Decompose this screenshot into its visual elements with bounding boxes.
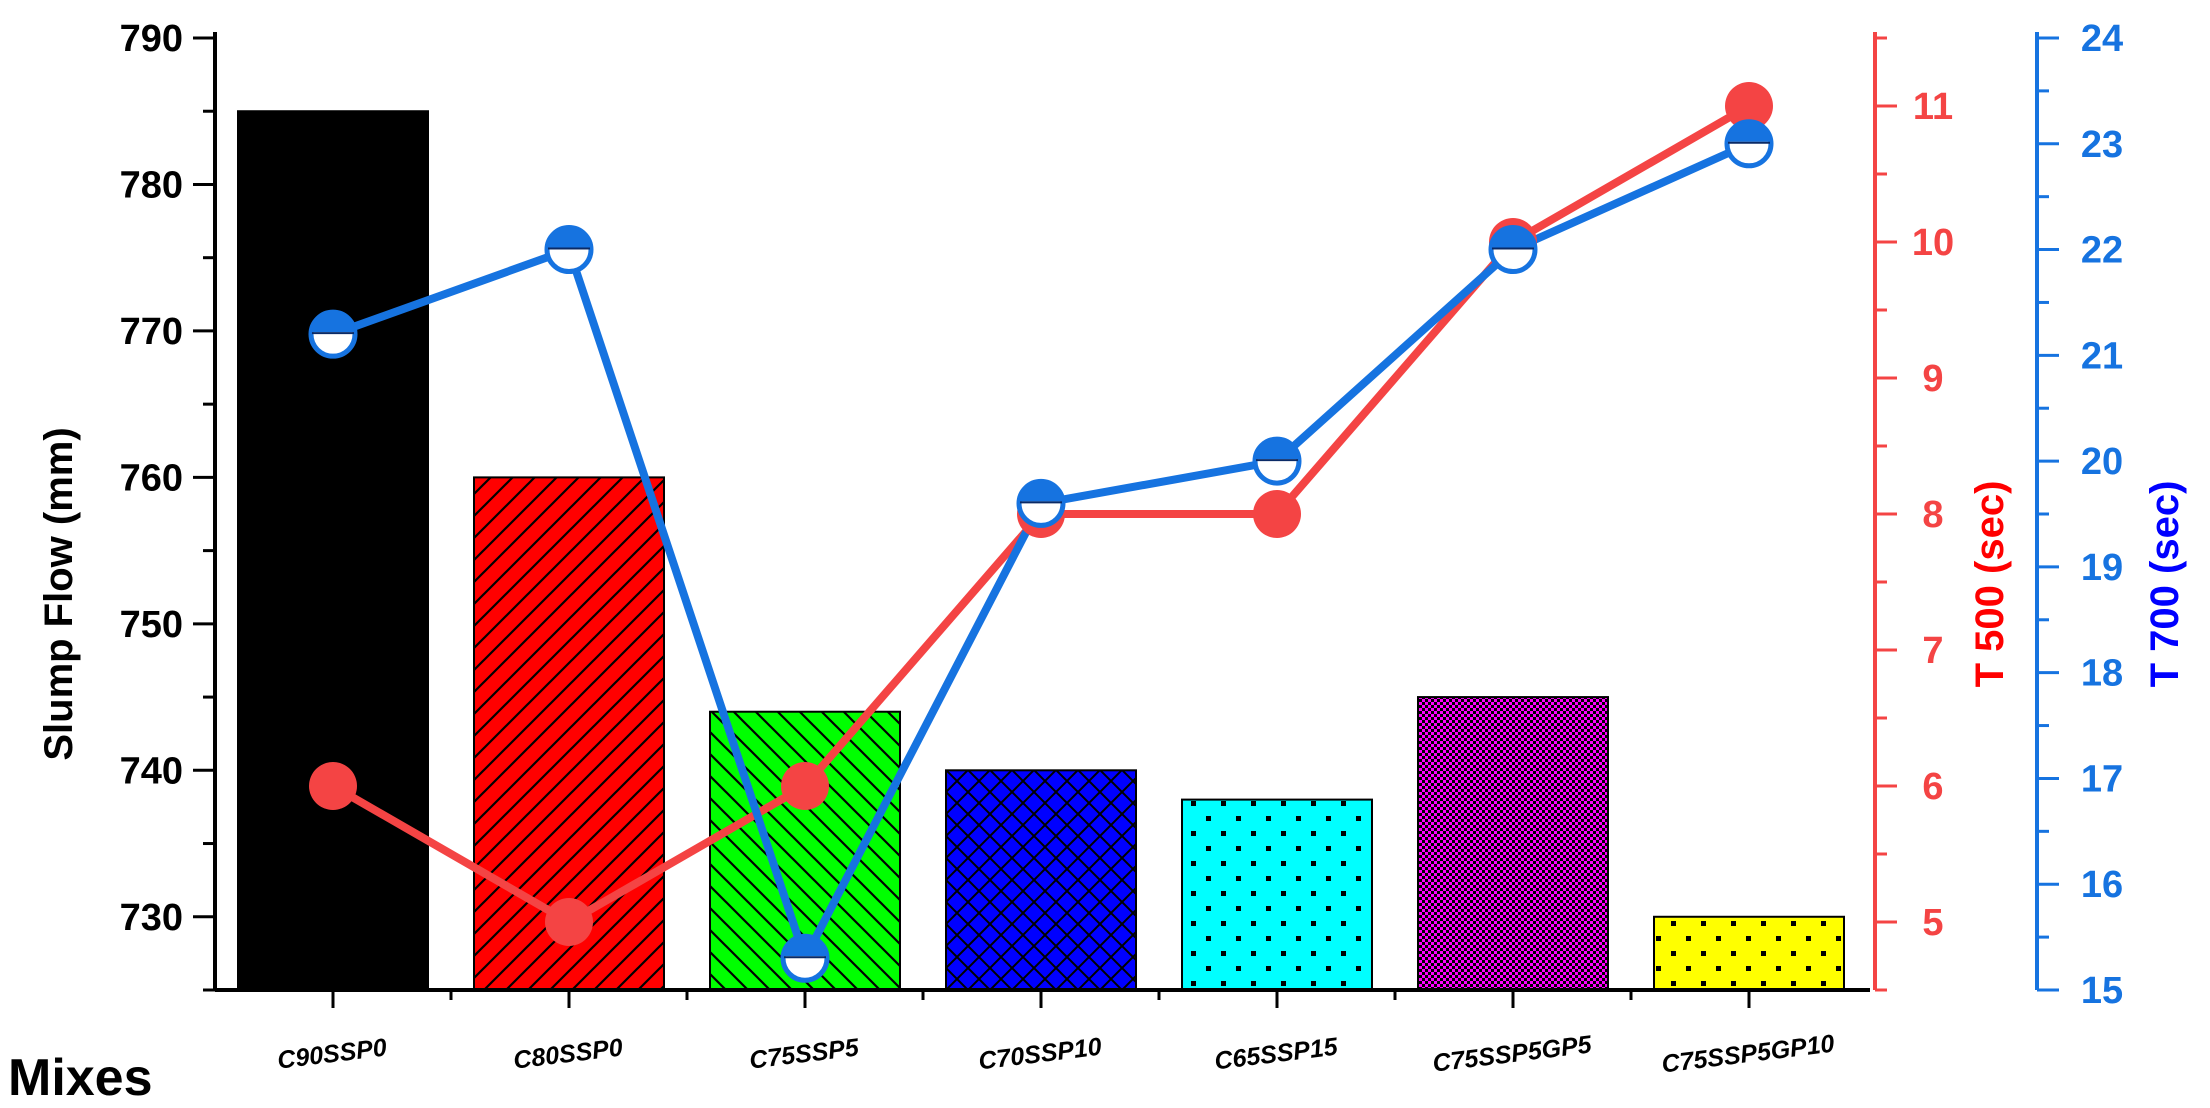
t700-point <box>1488 225 1538 275</box>
t700-point-fill <box>1255 439 1299 460</box>
left-tick-label: 790 <box>120 18 183 60</box>
left-axis-title: Slump Flow (mm) <box>37 427 81 760</box>
t700-point <box>1252 436 1302 486</box>
t500-tick-label: 5 <box>1922 902 1943 944</box>
x-axis-title: Mixes <box>8 1049 153 1107</box>
x-tick-label: C65SSP15 <box>1213 1032 1340 1075</box>
left-tick-label: 780 <box>120 164 183 206</box>
bar-c75ssp5gp5 <box>1417 696 1609 991</box>
t700-point <box>780 933 830 983</box>
t700-tick-label: 22 <box>2081 230 2123 272</box>
left-tick-label: 770 <box>120 311 183 353</box>
t500-tick-label: 9 <box>1922 358 1943 400</box>
x-tick-label: C75SSP5GP10 <box>1660 1030 1836 1079</box>
t500-tick-label: 10 <box>1912 222 1954 264</box>
t700-tick-label: 15 <box>2081 970 2123 1012</box>
bars-layer <box>237 110 1845 991</box>
t700-point-fill <box>1491 227 1535 248</box>
bar-c70ssp10 <box>945 769 1137 991</box>
x-tick-label: C70SSP10 <box>977 1033 1103 1076</box>
t700-tick-label: 16 <box>2081 864 2123 906</box>
t500-point <box>309 762 357 810</box>
x-tick-label: C75SSP5 <box>748 1033 861 1074</box>
axes-layer <box>193 32 2059 1008</box>
t700-tick-label: 18 <box>2081 653 2123 695</box>
t700-tick-label: 19 <box>2081 547 2123 589</box>
t500-point <box>1725 82 1773 130</box>
t700-point-fill <box>783 936 827 957</box>
t700-point <box>308 309 358 359</box>
x-tick-label: C80SSP0 <box>512 1033 624 1074</box>
left-tick-label: 750 <box>120 604 183 646</box>
bar-c90ssp0 <box>237 110 429 991</box>
t500-tick-label: 7 <box>1922 630 1943 672</box>
t500-tick-label: 8 <box>1922 494 1943 536</box>
t700-point-fill <box>547 227 591 248</box>
t700-point <box>1724 119 1774 169</box>
x-tick-label: C75SSP5GP5 <box>1431 1030 1594 1077</box>
t700-tick-label: 21 <box>2081 335 2123 377</box>
left-tick-label: 730 <box>120 897 183 939</box>
t500-point <box>781 762 829 810</box>
t700-point-fill <box>1727 121 1771 142</box>
left-tick-label: 740 <box>120 750 183 792</box>
t500-point <box>545 898 593 946</box>
t700-tick-label: 17 <box>2081 758 2123 800</box>
x-tick-label: C90SSP0 <box>276 1033 388 1074</box>
t500-axis-title: T 500 (sec) <box>1968 481 2012 688</box>
t700-point <box>544 225 594 275</box>
t700-point-fill <box>1019 481 1063 502</box>
t700-point-fill <box>311 312 355 333</box>
t700-tick-label: 24 <box>2081 18 2123 60</box>
t700-point <box>1016 478 1066 528</box>
t500-tick-label: 6 <box>1922 766 1943 808</box>
t500-tick-label: 11 <box>1913 86 1953 128</box>
t700-tick-label: 20 <box>2081 441 2123 483</box>
left-tick-label: 760 <box>120 457 183 499</box>
t700-tick-label: 23 <box>2081 124 2123 166</box>
t700-axis-title: T 700 (sec) <box>2143 481 2187 688</box>
bar-c65ssp15 <box>1181 798 1373 991</box>
lines-layer <box>308 82 1774 983</box>
t500-point <box>1253 490 1301 538</box>
bar-c75ssp5gp10 <box>1653 915 1845 991</box>
